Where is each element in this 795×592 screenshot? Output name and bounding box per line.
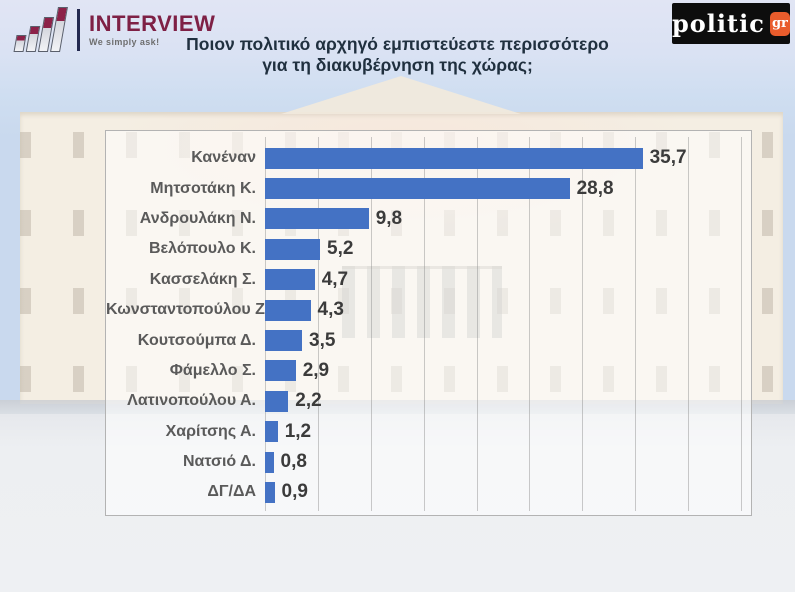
- chart-row: Φάμελλο Σ. 2,9: [106, 356, 751, 386]
- bar-zone: 2,2: [265, 386, 751, 416]
- bar-zone: 1,2: [265, 417, 751, 447]
- chart-row: ΔΓ/ΔΑ 0,9: [106, 477, 751, 507]
- value-label: 35,7: [649, 147, 687, 169]
- bar-zone: 5,2: [265, 234, 751, 264]
- bar-zone: 3,5: [265, 325, 751, 355]
- gridline: [741, 137, 742, 511]
- interview-logo-name: INTERVIEW: [89, 10, 216, 36]
- bar: [265, 481, 275, 503]
- politic-logo-name: politic: [672, 8, 765, 38]
- category-label: Κανέναν: [191, 149, 256, 167]
- value-label: 3,5: [309, 329, 336, 351]
- value-label: 1,2: [284, 420, 312, 442]
- bar: [265, 451, 274, 473]
- gridline: [476, 137, 478, 511]
- category-label: ΔΓ/ΔΑ: [207, 483, 256, 501]
- bar-zone: 0,8: [265, 447, 751, 477]
- gridline: [582, 137, 584, 511]
- gridline: [529, 137, 531, 511]
- bar-chart-panel: Κανέναν 35,7 Μητσοτάκη Κ. 28,8 Ανδρουλάκη Ν.…: [105, 130, 752, 516]
- chart-row: Βελόπουλο Κ. 5,2: [106, 234, 751, 264]
- gridline: [635, 137, 637, 511]
- value-label: 4,7: [321, 268, 349, 290]
- bar: [265, 299, 311, 321]
- chart-row: Κωνσταντοπούλου Ζ. 4,3: [106, 295, 751, 325]
- bar-zone: 28,8: [265, 173, 751, 203]
- bar: [265, 360, 296, 382]
- value-label: 0,8: [280, 451, 307, 473]
- chart-row: Μητσοτάκη Κ. 28,8: [106, 173, 751, 203]
- gridline: [317, 137, 319, 511]
- bar-zone: 0,9: [265, 477, 751, 507]
- value-label: 9,8: [375, 207, 403, 229]
- politic-logo-gr-badge: gr: [769, 11, 790, 36]
- category-label: Κουτσούμπα Δ.: [137, 331, 256, 349]
- category-label: Ανδρουλάκη Ν.: [139, 209, 256, 227]
- bar: [265, 390, 289, 412]
- chart-row: Νατσιό Δ. 0,8: [106, 447, 751, 477]
- value-label: 0,9: [281, 481, 308, 503]
- bar: [265, 238, 320, 260]
- bar: [265, 178, 570, 200]
- bar: [265, 421, 278, 443]
- category-label: Βελόπουλο Κ.: [149, 240, 256, 258]
- chart-row: Κασσελάκη Σ. 4,7: [106, 265, 751, 295]
- bar: [265, 269, 315, 291]
- parliament-pediment: [281, 76, 521, 114]
- bar-zone: 9,8: [265, 204, 751, 234]
- category-label: Χαρίτσης Α.: [165, 422, 256, 440]
- gridline: [370, 137, 372, 511]
- bar-zone: 35,7: [265, 143, 751, 173]
- chart-row: Ανδρουλάκη Ν. 9,8: [106, 204, 751, 234]
- politic-gr-logo: politic gr: [672, 3, 790, 44]
- category-label: Λατινοπούλου Α.: [127, 392, 256, 410]
- value-label: 2,2: [295, 390, 322, 412]
- gridline: [265, 137, 266, 511]
- interview-logo-tagline: We simply ask!: [89, 36, 160, 47]
- chart-row: Κουτσούμπα Δ. 3,5: [106, 325, 751, 355]
- bar-zone: 2,9: [265, 356, 751, 386]
- category-label: Φάμελλο Σ.: [169, 361, 256, 379]
- interview-logo-text: INTERVIEW We simply ask!: [89, 10, 216, 47]
- value-label: 4,3: [317, 299, 344, 321]
- logo-divider: [77, 8, 80, 51]
- chart-row: Χαρίτσης Α. 1,2: [106, 417, 751, 447]
- category-label: Κασσελάκη Σ.: [149, 270, 256, 288]
- value-label: 28,8: [576, 177, 614, 199]
- category-label: Νατσιό Δ.: [182, 453, 256, 471]
- chart-row: Κανέναν 35,7: [106, 143, 751, 173]
- bar: [265, 330, 302, 352]
- gridline: [688, 137, 690, 511]
- bar-chart-icon: [13, 6, 68, 53]
- chart-row: Λατινοπούλου Α. 2,2: [106, 386, 751, 416]
- page-title-line2: για τη διακυβέρνηση της χώρας;: [262, 55, 533, 75]
- bar-zone: 4,3: [265, 295, 751, 325]
- bar: [265, 208, 369, 230]
- category-label: Μητσοτάκη Κ.: [150, 179, 256, 197]
- value-label: 2,9: [302, 359, 330, 381]
- page-title: Ποιον πολιτικό αρχηγό εμπιστεύεστε περισ…: [118, 34, 678, 76]
- bar: [265, 147, 643, 169]
- chart-rows: Κανέναν 35,7 Μητσοτάκη Κ. 28,8 Ανδρουλάκη Ν.…: [106, 143, 751, 508]
- interview-logo: INTERVIEW We simply ask!: [13, 6, 216, 53]
- category-label: Κωνσταντοπούλου Ζ.: [106, 301, 270, 319]
- value-label: 5,2: [327, 238, 354, 260]
- chart-gridlines: [265, 137, 742, 511]
- page-title-line1: Ποιον πολιτικό αρχηγό εμπιστεύεστε περισ…: [186, 34, 609, 54]
- gridline: [423, 137, 425, 511]
- bar-zone: 4,7: [265, 265, 751, 295]
